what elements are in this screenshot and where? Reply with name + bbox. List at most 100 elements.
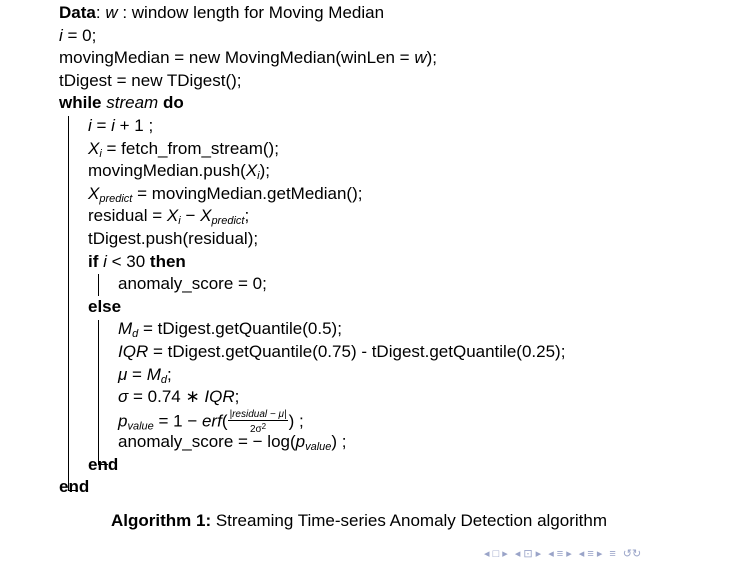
fraction: |residual − μ| 2σ2 (228, 408, 288, 435)
algo-line-sigma: σ = 0.74 ∗ IQR; (59, 386, 565, 409)
algo-line-increment: i = i + 1 ; (59, 115, 565, 138)
algo-line-end-inner: end (59, 454, 565, 477)
algo-line-if: if i < 30 then (59, 251, 565, 274)
text: ; (234, 387, 240, 407)
text: ; (244, 206, 250, 226)
var-x: X (166, 206, 179, 226)
var-p: p (295, 432, 306, 452)
text: ); (259, 161, 270, 181)
text: = 1 − (153, 411, 202, 431)
var-x: X (200, 206, 212, 226)
nav-align-icon[interactable]: ≡ (609, 548, 616, 560)
text: tDigest = new TDigest(); (59, 70, 242, 90)
keyword-end: end (59, 477, 90, 497)
text: ) ; (331, 432, 347, 452)
algo-line-predict: Xpredict = movingMedian.getMedian(); (59, 183, 565, 206)
keyword-do: do (162, 93, 184, 113)
algo-line-init-i: i = 0; (59, 25, 565, 48)
text: = fetch_from_stream(); (101, 138, 279, 158)
text: 2σ (249, 423, 262, 435)
subscript: d (132, 328, 139, 341)
algo-line-mu: μ = Md; (59, 364, 565, 387)
text: ; (167, 364, 172, 384)
text: = 0.74 ∗ (128, 387, 205, 407)
text: : window length for Moving Median (117, 3, 385, 22)
subscript: predict (211, 215, 245, 228)
subscript: i (178, 215, 181, 228)
algo-line-push: movingMedian.push(Xi); (59, 160, 565, 183)
algo-line-moving-median: movingMedian = new MovingMedian(winLen =… (59, 47, 565, 70)
subscript: predict (99, 192, 133, 205)
caption-label: Algorithm 1: (111, 511, 212, 530)
fraction-denominator: 2σ2 (228, 421, 287, 435)
keyword-else: else (88, 296, 122, 316)
text: anomaly_score = − log( (118, 432, 296, 452)
var-iqr: IQR (118, 341, 149, 361)
else-block-foot (98, 464, 108, 465)
algo-line-data: Data: w : window length for Moving Media… (59, 2, 565, 25)
text: anomaly_score = 0; (118, 274, 267, 294)
text: = tDigest.getQuantile(0.75) - tDigest.ge… (148, 341, 566, 361)
algo-line-iqr: IQR = tDigest.getQuantile(0.75) - tDiges… (59, 341, 565, 364)
subscript: i (257, 170, 260, 183)
var-m: M (146, 364, 161, 384)
algo-line-anomaly-zero: anomaly_score = 0; (59, 273, 565, 296)
algo-line-score: anomaly_score = − log(pvalue) ; (59, 431, 565, 454)
var-m: M (118, 319, 133, 339)
text: ) ; (288, 411, 304, 431)
text: = tDigest.getQuantile(0.5); (138, 319, 342, 339)
algo-line-md: Md = tDigest.getQuantile(0.5); (59, 318, 565, 341)
subscript: i (99, 147, 102, 160)
algo-line-pvalue: pvalue = 1 − erf(|residual − μ| 2σ2) ; (59, 408, 565, 435)
algo-line-end-outer: end (59, 476, 565, 499)
algo-line-while: while stream do (59, 92, 565, 115)
var-w: w (105, 3, 118, 22)
var-iqr: IQR (204, 387, 235, 407)
nav-section-button[interactable]: ◂ ≡ ▸ (548, 548, 572, 560)
subscript: d (160, 373, 167, 386)
var-mu: μ (118, 364, 128, 384)
var-x: X (88, 138, 100, 158)
text: < 30 (106, 251, 150, 271)
var-x: X (88, 183, 100, 203)
keyword-data: Data (59, 3, 96, 22)
algo-line-tdigest: tDigest = new TDigest(); (59, 70, 565, 93)
then-block-bar (98, 274, 99, 296)
else-block-bar (98, 320, 99, 464)
var-w: w (414, 48, 427, 68)
beamer-navigation: ◂ □ ▸ ◂ ⊡ ▸ ◂ ≡ ▸ ◂ ≡ ▸ ≡ ↺↻ (484, 547, 641, 561)
keyword-if: if (88, 251, 99, 271)
text: = 0; (62, 25, 97, 45)
var-x: X (245, 161, 258, 181)
var-i: i (88, 115, 92, 135)
algo-line-residual: residual = Xi − Xpredict; (59, 205, 565, 228)
while-block-foot (68, 490, 78, 491)
keyword-while: while (59, 93, 102, 113)
subscript: value (305, 441, 332, 454)
text: + 1 ; (114, 115, 154, 135)
fraction-numerator: |residual − μ| (228, 408, 288, 421)
nav-subsec-list-button[interactable]: ◂ ≡ ▸ (578, 548, 603, 560)
algo-line-fetch: Xi = fetch_from_stream(); (59, 138, 565, 161)
algorithm-caption: Algorithm 1: Streaming Time-series Anoma… (111, 511, 607, 531)
while-block-bar (68, 116, 69, 490)
nav-subsection-button[interactable]: ◂ ⊡ ▸ (514, 548, 542, 560)
text: tDigest.push(residual); (88, 228, 259, 248)
text: = movingMedian.getMedian(); (132, 183, 363, 203)
text: = (127, 364, 147, 384)
text: movingMedian = new MovingMedian(winLen = (59, 48, 415, 68)
text: : (95, 3, 106, 22)
var-i: i (59, 25, 63, 45)
var-sigma: σ (118, 387, 129, 407)
nav-search-icon[interactable]: ↺↻ (622, 548, 642, 560)
algo-line-else: else (59, 296, 565, 319)
text: ( (221, 411, 228, 431)
text: ); (426, 48, 437, 68)
text: − (180, 206, 201, 226)
var-i: i (111, 115, 115, 135)
caption-text: Streaming Time-series Anomaly Detection … (211, 511, 607, 530)
nav-frame-button[interactable]: ◂ □ ▸ (484, 548, 508, 560)
func-erf: erf (201, 411, 222, 431)
text: = (91, 115, 112, 135)
